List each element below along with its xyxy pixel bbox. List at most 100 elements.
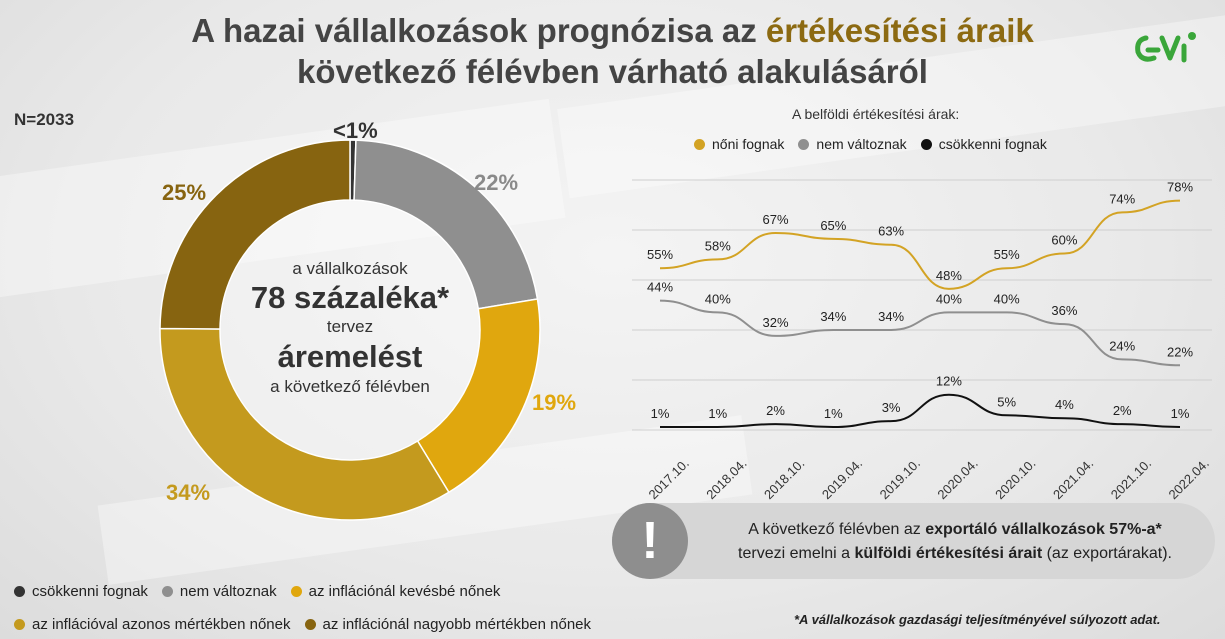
x-tick-label: 2020.04.: [934, 456, 980, 502]
slice-more-than-inflation: [159, 139, 351, 330]
series-no-change-label: 32%: [763, 315, 789, 330]
legend-label: csökkenni fognak: [32, 583, 148, 600]
title-highlight: értékesítési áraik: [765, 12, 1034, 49]
export-note-text: A következő félévben az exportáló vállal…: [700, 518, 1210, 566]
series-decrease-label: 1%: [1171, 406, 1190, 421]
legend-dot: [14, 586, 25, 597]
line-chart-legend: nőni fognak nem változnak csökkenni fogn…: [694, 136, 1047, 152]
series-no-change-label: 44%: [647, 280, 673, 295]
note-bold-part: exportáló vállalkozások 57%-a*: [925, 521, 1162, 538]
slice-label-equal-inflation: 34%: [166, 480, 211, 505]
legend-item-more-than-inflation: az inflációnál nagyobb mértékben nőnek: [304, 616, 592, 633]
series-decrease-label: 1%: [708, 406, 727, 421]
slice-label-more-than-inflation: 25%: [162, 180, 207, 205]
donut-legend-row-1: csökkenni fognak nem változnak az inflác…: [14, 583, 500, 600]
line-chart-heading: A belföldi értékesítési árak:: [792, 106, 960, 122]
legend-label: csökkenni fognak: [938, 136, 1047, 152]
title-line-2: következő félévben várható alakulásáról: [297, 53, 928, 90]
series-decrease-label: 1%: [651, 406, 670, 421]
legend-label: az inflációnál kevésbé nőnek: [308, 583, 501, 600]
donut-center-text: a vállalkozások 78 százaléka* tervez áre…: [230, 258, 470, 398]
series-increase-line: [659, 199, 1181, 290]
legend-item-no-change: nem változnak: [161, 583, 277, 600]
center-line-4: áremelést: [277, 339, 423, 374]
series-decrease-label: 3%: [882, 400, 901, 415]
x-tick-label: 2019.10.: [877, 456, 923, 502]
legend-label: nem változnak: [179, 583, 277, 600]
title-line-1: A hazai vállalkozások prognózisa az érté…: [0, 10, 1225, 51]
donut-legend-row-2: az inflációval azonos mértékben nőnek az…: [14, 616, 591, 633]
footnote: *A vállalkozások gazdasági teljesítményé…: [794, 612, 1161, 627]
legend-label: az inflációnál nagyobb mértékben nőnek: [322, 616, 592, 633]
slice-equal-inflation: [159, 327, 450, 521]
series-no-change-label: 40%: [936, 291, 962, 306]
x-tick-label: 2018.10.: [761, 456, 807, 502]
series-increase-label: 65%: [820, 218, 846, 233]
legend-item-decrease: csökkenni fognak: [14, 583, 148, 600]
slice-label-decrease: <1%: [333, 118, 378, 143]
legend-dot: [14, 619, 25, 630]
note-text-part: tervezi emelni a: [738, 545, 855, 562]
series-decrease-label: 2%: [1113, 403, 1132, 418]
donut-hole: [221, 201, 479, 459]
legend-label: nőni fognak: [712, 136, 785, 152]
line-legend-no-change: nem változnak: [798, 136, 907, 152]
x-tick-label: 2019.04.: [819, 456, 865, 502]
series-decrease-label: 4%: [1055, 397, 1074, 412]
legend-label: nem változnak: [816, 136, 907, 152]
center-line-1: a vállalkozások: [292, 259, 408, 278]
legend-item-equal-inflation: az inflációval azonos mértékben nőnek: [14, 616, 291, 633]
series-no-change-label: 34%: [820, 309, 846, 324]
series-increase-label: 67%: [763, 212, 789, 227]
slice-label-less-than-inflation: 19%: [532, 390, 577, 415]
x-tick-label: 2021.10.: [1108, 456, 1154, 502]
note-text-part: (az exportárakat).: [1042, 545, 1172, 562]
legend-dot: [798, 138, 810, 150]
line-legend-increase: nőni fognak: [694, 136, 784, 152]
exclamation-icon: !: [612, 503, 688, 579]
gvi-logo: [1135, 32, 1196, 63]
note-bold-part: külföldi értékesítési árait: [854, 545, 1043, 562]
series-increase-label: 55%: [647, 247, 673, 262]
series-increase-label: 60%: [1051, 233, 1077, 248]
series-increase-label: 74%: [1109, 191, 1135, 206]
sample-size: N=2033: [14, 110, 75, 129]
series-increase-label: 78%: [1167, 180, 1193, 195]
series-increase-label: 48%: [936, 268, 962, 283]
legend-dot: [290, 586, 302, 597]
page-title: A hazai vállalkozások prognózisa az érté…: [0, 10, 1225, 92]
center-line-5: a következő félévben: [270, 377, 430, 396]
line-legend-decrease: csökkenni fognak: [920, 136, 1047, 152]
series-no-change-label: 40%: [705, 291, 731, 306]
export-note-box: [612, 503, 1215, 579]
series-increase-label: 55%: [994, 247, 1020, 262]
x-tick-label: 2021.04.: [1050, 456, 1096, 502]
x-tick-label: 2020.10.: [992, 456, 1038, 502]
legend-dot: [920, 138, 932, 150]
title-text: A hazai vállalkozások prognózisa az: [191, 12, 766, 49]
series-decrease-label: 5%: [997, 394, 1016, 409]
series-decrease-label: 2%: [766, 403, 785, 418]
center-line-2: 78 százaléka*: [250, 280, 450, 315]
series-decrease-label: 12%: [936, 374, 962, 389]
x-tick-label: 2017.10.: [646, 456, 692, 502]
legend-dot: [694, 138, 705, 150]
series-no-change-label: 34%: [878, 309, 904, 324]
series-no-change-line: [659, 299, 1181, 367]
series-decrease-line: [660, 393, 1181, 429]
series-increase-label: 58%: [705, 238, 731, 253]
slice-label-no-change: 22%: [474, 170, 519, 195]
legend-dot: [161, 586, 173, 597]
legend-dot: [304, 619, 316, 630]
series-no-change-label: 36%: [1051, 303, 1077, 318]
series-decrease-label: 1%: [824, 406, 843, 421]
note-text-part: A következő félévben az: [748, 521, 926, 538]
series-increase-label: 63%: [878, 224, 904, 239]
legend-item-less-than-inflation: az inflációnál kevésbé nőnek: [290, 583, 501, 600]
series-no-change-label: 24%: [1109, 338, 1135, 353]
center-line-3: tervez: [326, 317, 374, 336]
x-tick-label: 2022.04.: [1166, 456, 1212, 502]
x-tick-label: 2018.04.: [703, 456, 749, 502]
